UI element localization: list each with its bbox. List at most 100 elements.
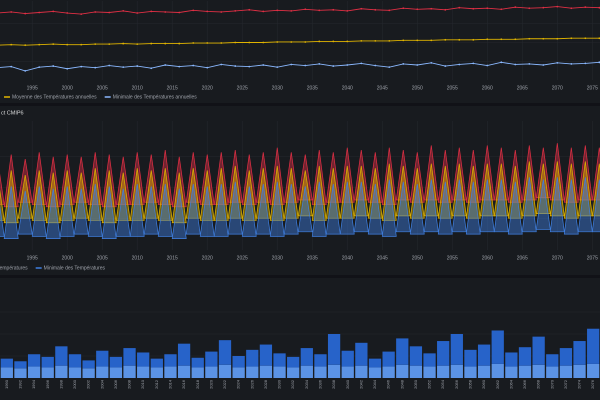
- bar-segment: [191, 367, 204, 378]
- point: [332, 40, 335, 43]
- x-tick-label: 2000: [72, 379, 77, 389]
- cycle: [535, 163, 551, 214]
- bar-segment: [82, 368, 95, 378]
- x-tick-label: 2000: [62, 85, 73, 91]
- cycle: [409, 152, 425, 203]
- point: [388, 9, 391, 12]
- point: [528, 7, 531, 10]
- x-tick-label: 2068: [536, 379, 541, 389]
- bar-segment: [477, 344, 491, 366]
- x-tick-label: 2064: [508, 379, 513, 389]
- x-tick-label: 2014: [168, 379, 173, 389]
- x-tick-label: 2036: [318, 379, 323, 389]
- cycle: [87, 184, 103, 237]
- cycle: [577, 177, 593, 233]
- x-tick-label: 2030: [272, 85, 283, 91]
- x-tick-label: 2044: [372, 379, 377, 389]
- cycle: [31, 170, 47, 221]
- cycle: [143, 170, 159, 219]
- bar-segment: [450, 364, 463, 378]
- bar-segment: [205, 366, 218, 378]
- cycle: [353, 181, 369, 233]
- cycle: [325, 168, 341, 219]
- cycle: [143, 154, 159, 203]
- point: [178, 65, 181, 68]
- bar-segment: [355, 342, 368, 366]
- cycle: [115, 188, 131, 237]
- legend-label: nne des Températures: [0, 265, 28, 271]
- bar-segment: [27, 366, 41, 378]
- cycle: [465, 181, 481, 235]
- x-tick-label: 2024: [236, 379, 241, 389]
- point: [472, 7, 475, 10]
- bar-segment: [14, 361, 27, 369]
- point: [108, 11, 111, 14]
- bar-segment: [437, 341, 450, 366]
- cycle: [255, 152, 271, 203]
- bar-segment: [96, 366, 109, 378]
- cycle: [129, 168, 145, 221]
- bar-segment: [396, 364, 409, 378]
- bar-segment: [273, 366, 286, 378]
- cycle: [507, 181, 523, 235]
- x-tick-label: 1992: [18, 379, 23, 389]
- cycle: [395, 181, 411, 233]
- bar-segment: [246, 366, 259, 378]
- point: [486, 64, 489, 67]
- point: [192, 64, 195, 67]
- bar-segment: [546, 354, 559, 367]
- cycle: [591, 179, 600, 233]
- point: [262, 10, 265, 13]
- point: [24, 69, 27, 72]
- cycle: [367, 152, 383, 203]
- cycle: [367, 168, 383, 219]
- x-tick-label: 1998: [58, 379, 63, 389]
- x-tick-label: 2070: [552, 255, 563, 261]
- bar-segment: [150, 358, 163, 368]
- point: [290, 41, 293, 43]
- x-tick-label: 2055: [447, 85, 458, 91]
- point: [276, 41, 279, 43]
- x-tick-label: 2032: [290, 379, 295, 389]
- point: [150, 67, 153, 70]
- point: [136, 12, 139, 14]
- cycle: [409, 168, 425, 219]
- point: [136, 43, 139, 46]
- cycle: [213, 168, 229, 221]
- x-tick-label: 2010: [140, 379, 145, 389]
- point: [248, 65, 251, 68]
- point: [94, 43, 97, 46]
- cycle: [171, 172, 187, 224]
- x-tick-label: 2035: [307, 85, 318, 91]
- x-tick-label: 2060: [481, 379, 486, 389]
- bar-segment: [491, 363, 504, 378]
- cycle: [255, 168, 271, 219]
- x-tick-label: 2050: [413, 379, 418, 389]
- bar-segment: [55, 365, 68, 378]
- cycle: [31, 152, 47, 205]
- x-tick-label: 2010: [132, 255, 143, 261]
- bar-segment: [327, 364, 341, 378]
- point: [458, 6, 461, 9]
- bar-segment: [314, 354, 327, 367]
- bar-segment: [505, 352, 518, 367]
- point: [290, 63, 293, 66]
- point: [388, 39, 391, 42]
- point: [416, 64, 419, 66]
- point: [500, 8, 503, 11]
- cycle: [381, 179, 397, 237]
- x-tick-label: 2018: [195, 379, 200, 389]
- point: [10, 43, 13, 46]
- cycle: [395, 149, 411, 201]
- x-tick-label: 1990: [4, 379, 9, 389]
- x-tick-label: 2020: [202, 85, 213, 91]
- bar-segment: [437, 365, 450, 378]
- point: [94, 11, 97, 13]
- cycle: [493, 179, 509, 233]
- point: [542, 37, 545, 40]
- point: [24, 12, 27, 15]
- bar-segment: [368, 367, 382, 378]
- cycle: [283, 152, 299, 203]
- point: [206, 10, 209, 13]
